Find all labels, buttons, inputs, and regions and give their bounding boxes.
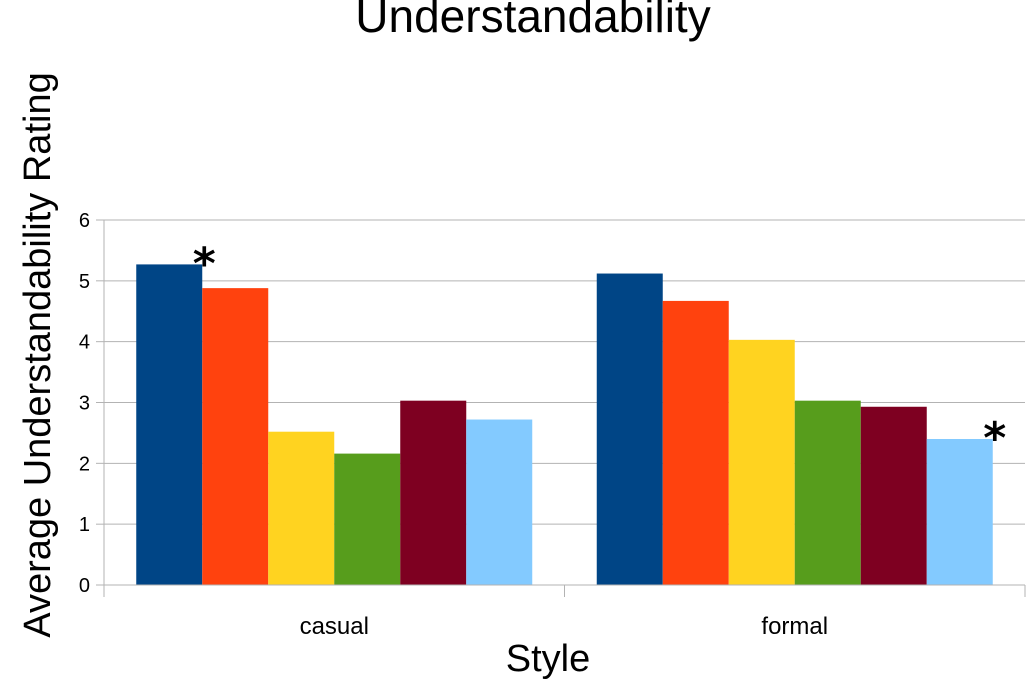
y-tick-label: 4 xyxy=(79,332,90,354)
y-tick-label: 2 xyxy=(79,453,90,475)
bar xyxy=(662,300,729,585)
bar xyxy=(860,406,927,585)
significance-asterisk: * xyxy=(193,238,216,289)
bar xyxy=(596,273,663,585)
category-label: formal xyxy=(761,613,828,640)
bar xyxy=(268,431,335,585)
bar xyxy=(136,264,203,585)
category-labels: casual formal xyxy=(300,613,829,640)
bar xyxy=(400,400,467,585)
axes xyxy=(96,219,1026,597)
x-axis-title: Style xyxy=(506,638,590,680)
bar xyxy=(466,419,533,585)
bar xyxy=(926,439,993,585)
category-label: casual xyxy=(300,613,369,640)
y-tick-label: 3 xyxy=(79,393,90,415)
annotations: ** xyxy=(193,238,1007,464)
bar xyxy=(202,288,269,585)
bar xyxy=(728,339,795,585)
y-tick-label: 0 xyxy=(79,575,90,597)
significance-asterisk: * xyxy=(983,413,1006,464)
y-tick-label: 6 xyxy=(79,210,90,232)
bar xyxy=(794,400,861,585)
chart-title: Understandability xyxy=(355,0,710,42)
bars xyxy=(136,264,993,585)
y-axis-title: Average Understandability Rating xyxy=(17,72,59,637)
bar xyxy=(334,453,401,585)
y-tick-labels: 0 1 2 3 4 5 6 xyxy=(79,210,90,597)
y-tick-label: 5 xyxy=(79,271,90,293)
y-tick-label: 1 xyxy=(79,514,90,536)
